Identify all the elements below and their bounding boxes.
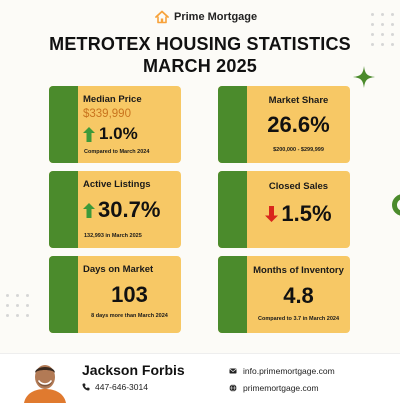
- card-note: 8 days more than March 2024: [91, 313, 168, 319]
- market-share-value: 26.6%: [267, 112, 330, 137]
- decorative-dots-bottom-left: [6, 294, 29, 317]
- card-accent-bar: [49, 171, 78, 248]
- agent-phone[interactable]: 447-646-3014: [82, 382, 148, 392]
- closed-sales-value: 1.5%: [281, 201, 332, 226]
- card-label: Closed Sales: [268, 181, 329, 192]
- card-accent-bar: [218, 171, 247, 248]
- card-months-of-inventory: Months of Inventory 4.8 Compared to 3.7 …: [218, 256, 350, 333]
- avatar: [24, 365, 66, 403]
- card-label: Market Share: [268, 95, 329, 106]
- card-accent-bar: [218, 256, 247, 333]
- brand-logo: Prime Mortgage: [154, 9, 257, 25]
- card-label: Months of Inventory: [253, 265, 344, 276]
- email-icon: [229, 368, 237, 374]
- days-on-market-value: 103: [111, 282, 148, 307]
- contact-website[interactable]: primemortgage.com: [229, 383, 319, 393]
- page-title: METROTEX HOUSING STATISTICS: [49, 34, 351, 54]
- card-accent-bar: [49, 86, 78, 163]
- contact-email[interactable]: info.primemortgage.com: [229, 366, 335, 376]
- email-address: info.primemortgage.com: [243, 366, 335, 376]
- decorative-dots-top-right: [371, 13, 394, 46]
- card-days-on-market: Days on Market 103 8 days more than Marc…: [49, 256, 181, 333]
- globe-icon: [229, 384, 237, 392]
- card-label: Median Price: [83, 94, 142, 105]
- card-note: 132,993 in March 2025: [84, 233, 142, 239]
- months-inventory-value: 4.8: [283, 283, 314, 308]
- card-note: Compared to March 2024: [84, 149, 150, 155]
- sparkle-icon: [353, 66, 375, 88]
- active-listings-value: 30.7%: [98, 197, 161, 222]
- active-listings-change: 30.7%: [83, 197, 160, 223]
- arrow-down-icon: [265, 206, 279, 222]
- arrow-up-icon: [83, 126, 95, 142]
- footer-bar: [0, 353, 400, 403]
- brand-name: Prime Mortgage: [174, 11, 258, 23]
- house-icon: [155, 10, 169, 24]
- median-price-change-value: 1.0%: [99, 124, 138, 143]
- closed-sales-change: 1.5%: [247, 201, 350, 227]
- card-accent-bar: [218, 86, 247, 163]
- card-closed-sales: Closed Sales 1.5%: [218, 171, 350, 248]
- phone-icon: [82, 383, 90, 391]
- phone-number: 447-646-3014: [95, 382, 148, 392]
- card-median-price: Median Price $339,990 1.0% Compared to M…: [49, 86, 181, 163]
- decorative-arc: [392, 194, 400, 216]
- card-active-listings: Active Listings 30.7% 132,993 in March 2…: [49, 171, 181, 248]
- card-market-share: Market Share 26.6% $200,000 - $299,999: [218, 86, 350, 163]
- median-price-value: $339,990: [83, 108, 131, 120]
- website-url: primemortgage.com: [243, 383, 319, 393]
- card-note: $200,000 - $299,999: [273, 147, 324, 153]
- card-label: Days on Market: [83, 264, 154, 275]
- page-subtitle: MARCH 2025: [142, 56, 258, 76]
- arrow-up-icon: [83, 202, 95, 218]
- card-note: Compared to 3.7 in March 2024: [258, 316, 339, 322]
- median-price-change: 1.0%: [83, 124, 138, 144]
- agent-name: Jackson Forbis: [82, 362, 185, 378]
- card-label: Active Listings: [83, 179, 151, 190]
- card-accent-bar: [49, 256, 78, 333]
